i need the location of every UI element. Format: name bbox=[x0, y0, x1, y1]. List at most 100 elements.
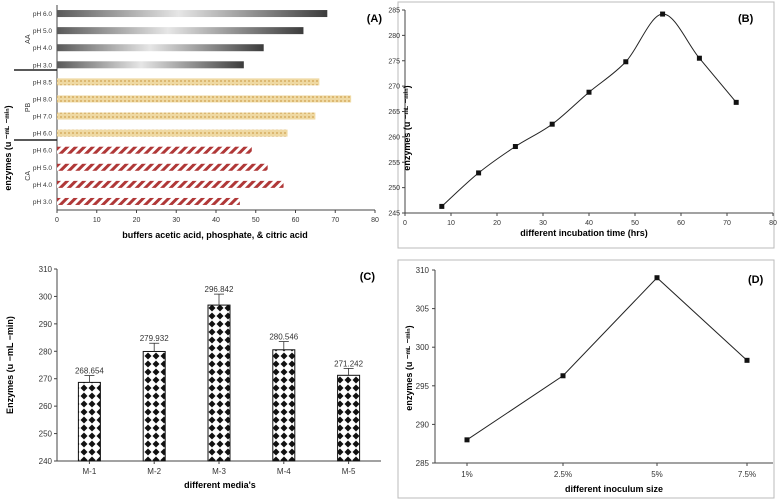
chart-c-x-tick-label: M-5 bbox=[342, 467, 356, 476]
panel-d-frame bbox=[397, 259, 775, 499]
chart-c-bar bbox=[77, 381, 101, 462]
chart-b-point bbox=[439, 203, 445, 209]
chart-c-x-tick-label: M-3 bbox=[212, 467, 226, 476]
chart-c-bar bbox=[142, 350, 166, 462]
chart-a-bar bbox=[57, 197, 240, 205]
chart-a-category-label: pH 4.0 bbox=[33, 182, 53, 189]
chart-b-y-tick-label: 265 bbox=[388, 109, 400, 116]
chart-a-category-label: pH 8.5 bbox=[33, 79, 53, 86]
chart-c-x-tick-label: M-4 bbox=[277, 467, 291, 476]
chart-c: Enzymes (u −mL −min) different media's 2… bbox=[5, 265, 381, 490]
chart-d-x-tick-label: 5% bbox=[651, 470, 663, 479]
chart-a-group-label: AA bbox=[25, 34, 32, 44]
chart-c-ylabel: Enzymes (u −mL −min) bbox=[5, 316, 15, 414]
chart-c-x-tick-label: M-2 bbox=[147, 467, 161, 476]
chart-a-category-label: pH 5.0 bbox=[33, 165, 53, 172]
chart-a-bar bbox=[57, 78, 320, 86]
chart-a-x-tick-label: 20 bbox=[133, 217, 141, 224]
chart-b-x-tick-label: 30 bbox=[539, 220, 547, 227]
chart-a-bar bbox=[57, 112, 316, 120]
chart-b-point bbox=[733, 99, 739, 105]
chart-a-category-label: pH 5.0 bbox=[33, 28, 53, 35]
chart-a-x-tick-label: 30 bbox=[172, 217, 180, 224]
chart-b-y-tick-label: 275 bbox=[388, 58, 400, 65]
chart-b-point bbox=[660, 11, 666, 17]
chart-c-data-label: 296.842 bbox=[205, 285, 234, 294]
chart-b-y-tick-label: 285 bbox=[388, 8, 400, 15]
chart-a-bar bbox=[57, 10, 328, 18]
chart-b-x-tick-label: 0 bbox=[403, 220, 407, 227]
chart-a-bar bbox=[57, 163, 268, 171]
chart-a: enzymes (u ⁻ᵐᴸ ⁻ᵐⁱⁿ) buffers acetic acid… bbox=[2, 5, 379, 240]
chart-d-x-tick-label: 7.5% bbox=[738, 470, 756, 479]
chart-d-x-tick-label: 1% bbox=[461, 470, 473, 479]
chart-c-y-tick-label: 250 bbox=[39, 430, 53, 439]
chart-a-x-tick-label: 60 bbox=[292, 217, 300, 224]
chart-a-category-label: pH 6.0 bbox=[33, 131, 53, 138]
panel-label-c: (C) bbox=[360, 271, 376, 283]
chart-a-category-label: pH 3.0 bbox=[33, 62, 53, 69]
chart-d-y-tick-label: 305 bbox=[416, 305, 430, 314]
chart-d: enzymes (u ⁻ᵐᴸ ⁻ᵐⁱⁿ) different inoculum … bbox=[403, 266, 773, 494]
chart-b-y-tick-label: 260 bbox=[388, 134, 400, 141]
panel-b-frame bbox=[397, 1, 775, 249]
chart-c-y-tick-label: 290 bbox=[39, 320, 53, 329]
chart-b-y-tick-label: 250 bbox=[388, 185, 400, 192]
chart-c-xlabel: different media's bbox=[184, 480, 256, 490]
chart-b-x-tick-label: 80 bbox=[769, 220, 777, 227]
chart-a-category-label: pH 4.0 bbox=[33, 45, 53, 52]
chart-d-y-tick-label: 295 bbox=[416, 382, 430, 391]
chart-a-bar bbox=[57, 61, 244, 69]
chart-d-series-line bbox=[466, 277, 748, 441]
chart-a-ylabel: enzymes (u ⁻ᵐᴸ ⁻ᵐⁱⁿ) bbox=[2, 105, 13, 190]
chart-b-y-tick-label: 245 bbox=[388, 211, 400, 218]
chart-c-bar bbox=[337, 374, 361, 462]
chart-a-category-label: pH 8.0 bbox=[33, 96, 53, 103]
chart-b-x-tick-label: 60 bbox=[677, 220, 685, 227]
chart-a-category-label: pH 7.0 bbox=[33, 114, 53, 121]
chart-b-x-tick-label: 70 bbox=[723, 220, 731, 227]
chart-a-x-tick-label: 70 bbox=[331, 217, 339, 224]
chart-a-bar bbox=[57, 146, 252, 154]
chart-b-x-tick-label: 10 bbox=[447, 220, 455, 227]
chart-c-y-tick-label: 300 bbox=[39, 292, 53, 301]
chart-c-bar bbox=[272, 349, 296, 462]
chart-a-category-label: pH 6.0 bbox=[33, 11, 53, 18]
chart-c-data-label: 271.242 bbox=[334, 359, 363, 368]
chart-b: enzymes (u ⁻ᵐᴸ ⁻ᵐⁱⁿ) different incubatio… bbox=[388, 8, 777, 239]
chart-a-bar bbox=[57, 95, 352, 103]
panel-label-d: (D) bbox=[748, 274, 764, 286]
chart-d-ylabel: enzymes (u ⁻ᵐᴸ ⁻ᵐⁱⁿ) bbox=[403, 325, 414, 410]
chart-d-x-tick-label: 2.5% bbox=[554, 470, 572, 479]
chart-b-point bbox=[476, 170, 482, 176]
chart-c-y-tick-label: 310 bbox=[39, 265, 53, 274]
chart-b-ylabel: enzymes (u ⁻ᵐᴸ ⁻ᵐⁱⁿ) bbox=[401, 85, 412, 170]
chart-a-x-tick-label: 50 bbox=[252, 217, 260, 224]
panel-label-a: (A) bbox=[367, 13, 383, 25]
chart-b-y-tick-label: 280 bbox=[388, 33, 400, 40]
chart-b-x-tick-label: 50 bbox=[631, 220, 639, 227]
chart-d-point bbox=[744, 357, 750, 363]
chart-d-point bbox=[654, 275, 660, 281]
chart-b-y-tick-label: 270 bbox=[388, 84, 400, 91]
chart-d-y-tick-label: 285 bbox=[416, 459, 430, 468]
chart-c-y-tick-label: 270 bbox=[39, 375, 53, 384]
chart-b-point bbox=[586, 89, 592, 95]
chart-c-data-label: 268.654 bbox=[75, 367, 104, 376]
chart-a-x-tick-label: 80 bbox=[371, 217, 379, 224]
chart-c-y-tick-label: 260 bbox=[39, 402, 53, 411]
chart-d-y-tick-label: 290 bbox=[416, 420, 430, 429]
chart-c-data-label: 279.932 bbox=[140, 334, 169, 343]
chart-b-point bbox=[549, 121, 555, 127]
chart-b-y-tick-label: 255 bbox=[388, 160, 400, 167]
chart-a-x-tick-label: 0 bbox=[55, 217, 59, 224]
chart-a-bar bbox=[57, 44, 264, 52]
chart-b-point bbox=[696, 55, 702, 61]
chart-a-x-tick-label: 10 bbox=[93, 217, 101, 224]
chart-c-y-tick-label: 280 bbox=[39, 347, 53, 356]
chart-c-bar bbox=[207, 304, 231, 462]
chart-a-x-tick-label: 40 bbox=[212, 217, 220, 224]
chart-d-y-tick-label: 300 bbox=[416, 343, 430, 352]
